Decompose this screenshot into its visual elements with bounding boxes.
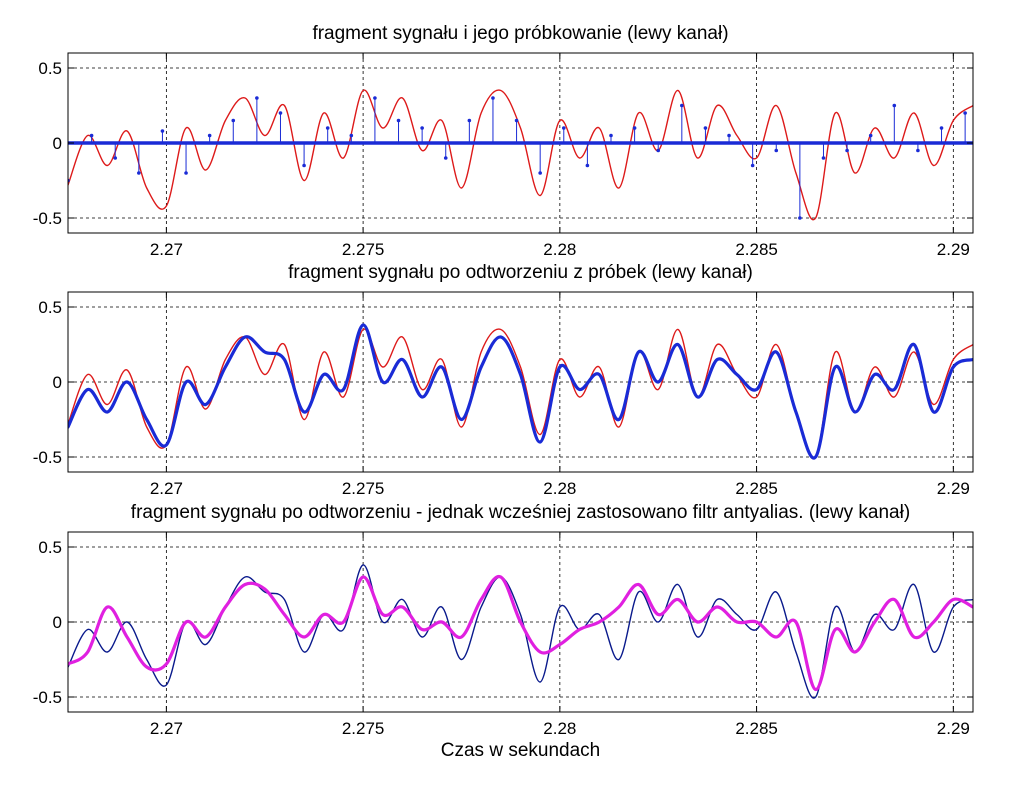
subplot-2: 2.27 2.275 2.28 2.285 2.29 0.5 0 -0.5 fragment s… bbox=[33, 262, 974, 498]
sample-point bbox=[585, 163, 590, 168]
x-tick-label: 2.29 bbox=[937, 240, 970, 259]
sample-point bbox=[845, 148, 849, 153]
y-tick-label: -0.5 bbox=[33, 688, 62, 707]
sample-point bbox=[680, 103, 684, 108]
x-tick-label: 2.275 bbox=[342, 240, 385, 259]
x-tick-label: 2.28 bbox=[543, 719, 576, 738]
sample-point bbox=[467, 118, 472, 123]
sample-point bbox=[703, 126, 708, 130]
sample-point bbox=[325, 126, 330, 130]
x-tick-label: 2.29 bbox=[937, 479, 970, 498]
x-tick-label: 2.28 bbox=[543, 479, 576, 498]
sample-point bbox=[632, 126, 637, 130]
chart-title: fragment sygnału po odtworzeniu - jednak… bbox=[131, 502, 910, 523]
y-tick-label: -0.5 bbox=[33, 209, 62, 228]
sample-point bbox=[798, 216, 802, 220]
sample-point bbox=[89, 133, 94, 138]
series-group bbox=[68, 323, 973, 460]
sample-point bbox=[609, 133, 613, 138]
sample-point bbox=[302, 163, 306, 168]
y-tick-label: -0.5 bbox=[33, 448, 62, 467]
sample-point bbox=[892, 103, 897, 108]
x-tick-label: 2.28 bbox=[543, 240, 576, 259]
sample-point bbox=[160, 129, 165, 133]
sample-point bbox=[443, 156, 448, 160]
sample-point bbox=[184, 171, 188, 175]
sample-point bbox=[420, 126, 424, 130]
sample-point bbox=[963, 111, 967, 115]
sample-point bbox=[656, 148, 661, 153]
sample-point bbox=[939, 126, 944, 130]
series-group bbox=[68, 89, 973, 221]
sample-point bbox=[349, 133, 354, 138]
sample-point bbox=[231, 118, 236, 123]
x-tick-label: 2.27 bbox=[150, 240, 183, 259]
sample-point bbox=[727, 133, 731, 138]
y-tick-label: 0 bbox=[53, 613, 62, 632]
sample-point bbox=[137, 171, 141, 175]
x-tick-label: 2.27 bbox=[150, 479, 183, 498]
series-line-2 bbox=[68, 323, 973, 460]
sample-point bbox=[207, 133, 212, 138]
subplot-3: 2.27 2.275 2.28 2.285 2.29 0.5 0 -0.5 fragment s… bbox=[33, 502, 974, 761]
sample-point bbox=[868, 133, 873, 138]
sample-point bbox=[396, 118, 401, 123]
chart-title: fragment sygnału po odtworzeniu z próbek… bbox=[288, 262, 753, 283]
series-line-2 bbox=[68, 574, 973, 692]
x-tick-label: 2.275 bbox=[342, 719, 385, 738]
x-axis-label: Czas w sekundach bbox=[441, 740, 600, 761]
x-tick-label: 2.27 bbox=[150, 719, 183, 738]
sample-point bbox=[750, 163, 755, 168]
sample-point bbox=[916, 148, 920, 153]
x-tick-label: 2.285 bbox=[735, 240, 778, 259]
sample-point bbox=[538, 171, 542, 175]
sample-point bbox=[255, 96, 259, 100]
sample-point bbox=[821, 156, 826, 160]
x-tick-label: 2.285 bbox=[735, 479, 778, 498]
y-tick-label: 0 bbox=[53, 134, 62, 153]
chart-title: fragment sygnału i jego próbkowanie (lew… bbox=[312, 23, 728, 44]
series-line-1 bbox=[68, 89, 973, 221]
subplot-1: 2.27 2.275 2.28 2.285 2.29 0.5 0 -0.5 fragment s… bbox=[33, 23, 974, 259]
sample-point bbox=[561, 126, 566, 130]
x-tick-label: 2.275 bbox=[342, 479, 385, 498]
sample-point bbox=[373, 96, 377, 100]
x-tick-label: 2.285 bbox=[735, 719, 778, 738]
y-tick-label: 0 bbox=[53, 373, 62, 392]
sample-point bbox=[491, 96, 495, 100]
series-group bbox=[68, 564, 973, 699]
sample-point bbox=[113, 156, 118, 160]
sample-point bbox=[514, 118, 519, 123]
y-tick-label: 0.5 bbox=[38, 298, 62, 317]
y-tick-label: 0.5 bbox=[38, 59, 62, 78]
sample-point bbox=[278, 111, 283, 115]
sample-point bbox=[774, 148, 779, 153]
x-tick-label: 2.29 bbox=[937, 719, 970, 738]
y-tick-label: 0.5 bbox=[38, 538, 62, 557]
